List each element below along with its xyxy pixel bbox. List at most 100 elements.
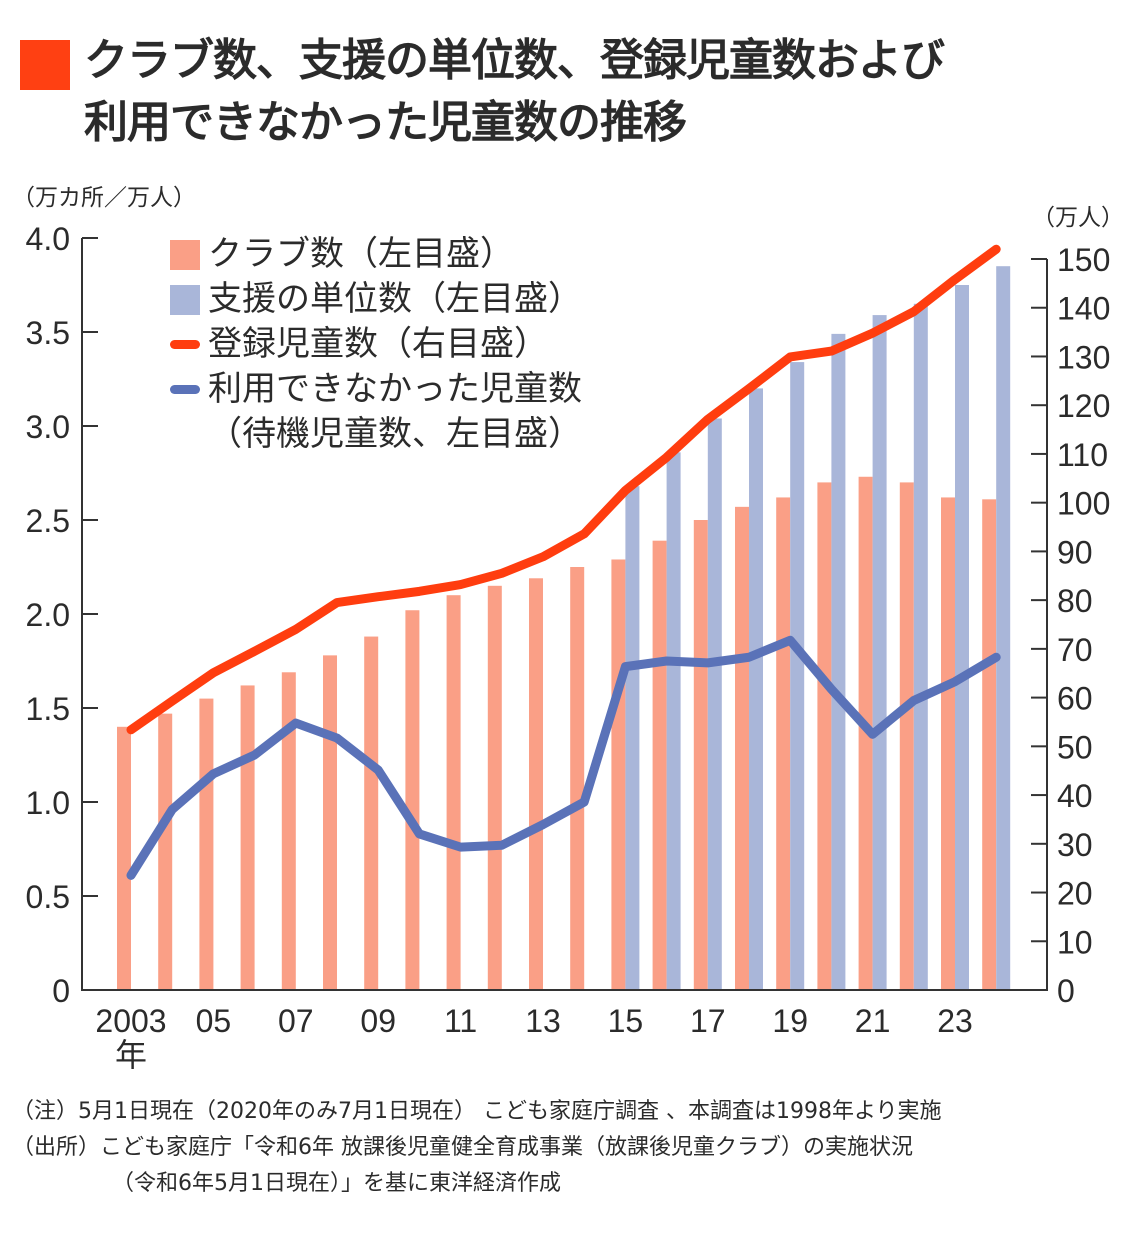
right-tick-label: 60	[1057, 681, 1093, 717]
right-tick-label: 150	[1057, 242, 1110, 278]
bar-clubs-2023	[941, 497, 955, 990]
x-tick-label: 23	[937, 1003, 973, 1039]
legend-line-waiting	[170, 385, 200, 394]
bar-clubs-2008	[323, 655, 337, 990]
legend-label-units: 支援の単位数（左目盛）	[208, 279, 582, 319]
source-text-line2: （令和6年5月1日現在）」を基に東洋経済作成	[112, 1171, 561, 1196]
axes-layer	[81, 237, 1048, 991]
right-tick-label: 140	[1057, 291, 1110, 327]
line-registered-children	[126, 244, 1001, 735]
footnotes: （注）5月1日現在（2020年のみ7月1日現在） こども家庭庁調査 、本調査は1…	[12, 1094, 942, 1202]
left-tick-label: 0.5	[26, 879, 70, 915]
right-tick-label: 10	[1057, 924, 1093, 960]
legend-label-waiting: 利用できなかった児童数	[208, 369, 582, 409]
right-tick-label: 90	[1057, 534, 1093, 570]
bar-clubs-2013	[529, 578, 543, 990]
note-text: （注）5月1日現在（2020年のみ7月1日現在） こども家庭庁調査 、本調査は1…	[12, 1099, 942, 1124]
right-tick-label: 130	[1057, 339, 1110, 375]
bars-layer	[117, 266, 1011, 991]
x-tick-label: 13	[525, 1003, 561, 1039]
bar-units-2016	[666, 452, 681, 990]
bar-clubs-2016	[652, 540, 667, 990]
x-tick-label: 11	[444, 1003, 477, 1039]
right-tick-label: 80	[1057, 583, 1093, 619]
bar-units-2024	[996, 266, 1011, 990]
bar-clubs-2020	[817, 482, 832, 990]
line-waiting-children	[126, 635, 1001, 880]
right-tick-label: 0	[1057, 973, 1075, 1009]
right-tick-label: 20	[1057, 876, 1093, 912]
legend-item-clubs: クラブ数（左目盛）	[170, 232, 582, 277]
right-tick-label: 50	[1057, 729, 1093, 765]
left-tick-label: 3.5	[26, 315, 70, 351]
left-tick-label: 0	[52, 973, 70, 1009]
chart-title-line2: 利用できなかった児童数の推移	[84, 97, 687, 148]
bar-clubs-2017	[693, 520, 708, 990]
left-tick-label: 1.5	[26, 691, 70, 727]
tick-labels-layer: 0 0.5 1.0 1.5 2.0 2.5 3.0 3.5 4.0 0 10 20 30 40 50 60 70…	[26, 221, 1111, 1073]
bar-clubs-2012	[487, 585, 502, 990]
right-tick-label: 120	[1057, 388, 1110, 424]
title-marker	[20, 40, 70, 90]
x-tick-label: 05	[196, 1003, 232, 1039]
x-tick-label: 2003	[95, 1003, 166, 1039]
legend-label-clubs: クラブ数（左目盛）	[208, 234, 514, 274]
right-tick-label: 40	[1057, 778, 1093, 814]
right-axis-unit-label: （万人）	[1032, 205, 1124, 231]
right-tick-label: 70	[1057, 632, 1093, 668]
bar-units-2019	[790, 362, 805, 991]
left-tick-label: 2.0	[26, 597, 70, 633]
chart: 0 0.5 1.0 1.5 2.0 2.5 3.0 3.5 4.0 0 10 20 30 40 50 60 70…	[26, 221, 1111, 1073]
legend-swatch-clubs	[170, 239, 200, 270]
right-tick-label: 100	[1057, 486, 1110, 522]
bar-units-2018	[749, 388, 763, 990]
lines-layer	[126, 244, 1001, 880]
x-tick-label: 09	[360, 1003, 396, 1039]
bar-clubs-2014	[570, 567, 585, 990]
bar-clubs-2006	[240, 685, 255, 990]
bar-clubs-2022	[899, 482, 914, 990]
bar-clubs-2005	[199, 698, 214, 990]
legend-swatch-units	[170, 284, 200, 315]
left-tick-label: 4.0	[26, 221, 70, 257]
bar-clubs-2019	[776, 497, 791, 990]
legend-label-registered: 登録児童数（右目盛）	[208, 324, 548, 364]
x-tick-label: 07	[278, 1003, 314, 1039]
x-tick-label: 15	[608, 1003, 644, 1039]
x-axis-year-suffix: 年	[115, 1037, 147, 1073]
source-text-line1: （出所）こども家庭庁「令和6年 放課後児童健全育成事業（放課後児童クラブ）の実施…	[12, 1135, 913, 1160]
bar-clubs-2024	[982, 499, 997, 990]
bar-clubs-2021	[858, 476, 873, 990]
legend-label-waiting-sub: （待機児童数、左目盛）	[208, 414, 582, 454]
legend-line-registered	[170, 340, 200, 349]
bar-clubs-2004	[158, 713, 173, 990]
legend-item-units: 支援の単位数（左目盛）	[170, 277, 582, 322]
right-tick-label: 110	[1057, 437, 1108, 473]
bar-units-2015	[625, 486, 640, 990]
bar-clubs-2015	[611, 559, 626, 990]
left-axis-unit-label: （万カ所／万人）	[12, 185, 196, 211]
bar-clubs-2010	[405, 610, 420, 990]
x-tick-label: 17	[690, 1003, 726, 1039]
left-tick-label: 1.0	[26, 785, 70, 821]
bar-clubs-2007	[281, 672, 296, 990]
bar-units-2017	[707, 418, 722, 991]
legend-item-registered: 登録児童数（右目盛）	[170, 322, 582, 367]
left-tick-label: 2.5	[26, 503, 70, 539]
chart-title: クラブ数、支援の単位数、登録児童数および 利用できなかった児童数の推移	[84, 30, 945, 154]
x-tick-label: 19	[772, 1003, 808, 1039]
bar-clubs-2009	[364, 636, 379, 990]
legend: クラブ数（左目盛） 支援の単位数（左目盛） 登録児童数（右目盛） 利用できなかっ…	[170, 232, 582, 457]
legend-item-waiting: 利用できなかった児童数	[170, 367, 582, 412]
left-tick-label: 3.0	[26, 409, 70, 445]
bar-clubs-2018	[735, 506, 749, 990]
bar-units-2023	[955, 285, 969, 990]
bar-clubs-2003	[117, 726, 131, 990]
bar-units-2020	[831, 333, 846, 990]
bar-units-2021	[872, 315, 887, 991]
x-tick-label: 21	[855, 1003, 891, 1039]
bar-units-2022	[913, 303, 928, 990]
chart-title-line1: クラブ数、支援の単位数、登録児童数および	[84, 35, 945, 86]
right-tick-label: 30	[1057, 827, 1093, 863]
bar-clubs-2011	[446, 595, 461, 990]
